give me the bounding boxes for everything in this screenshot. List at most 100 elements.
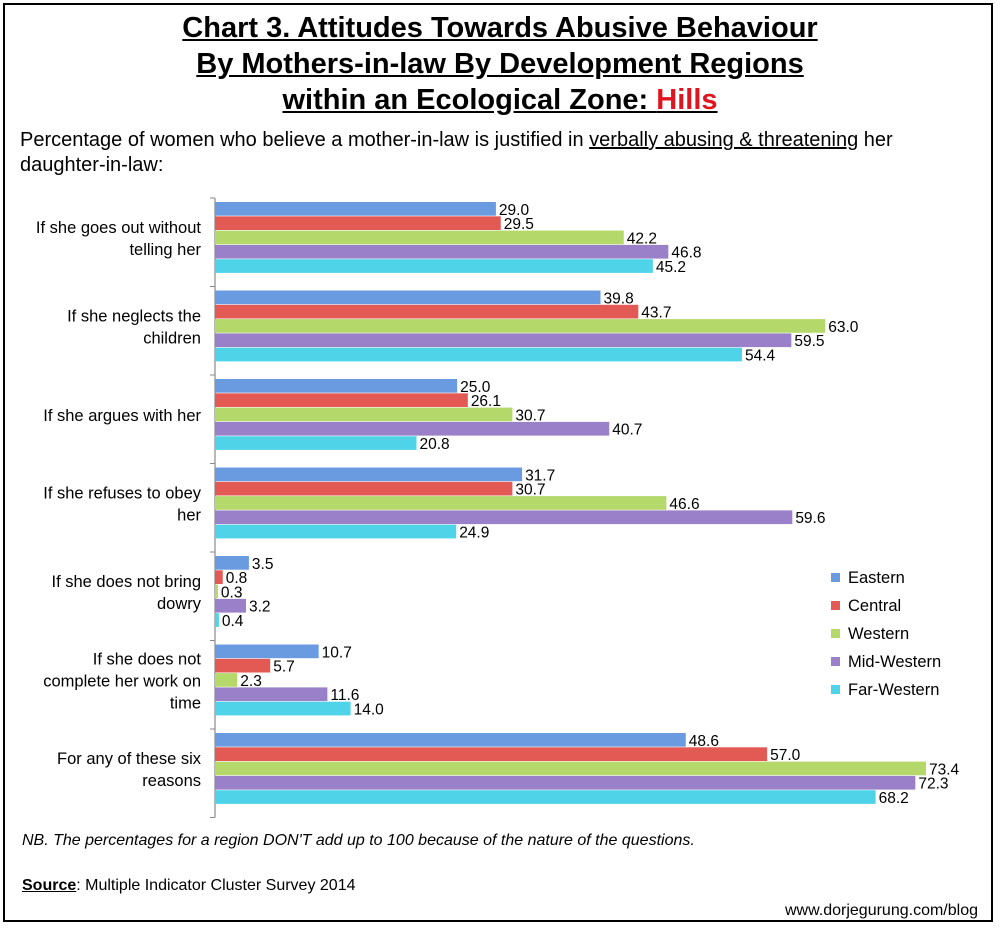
data-label: 45.2 xyxy=(656,259,686,276)
bar xyxy=(215,556,249,570)
data-label: 54.4 xyxy=(745,348,776,365)
category-label-line: If she refuses to obey xyxy=(43,484,202,502)
data-label: 3.2 xyxy=(249,599,271,616)
title-line-3: within an Ecological Zone: Hills xyxy=(0,82,1000,118)
legend-label: Central xyxy=(848,597,901,615)
category-label-line: reasons xyxy=(142,772,201,790)
bar xyxy=(215,570,223,584)
data-label: 10.7 xyxy=(322,644,352,661)
data-label: 59.6 xyxy=(795,510,825,527)
data-label: 43.7 xyxy=(641,305,671,322)
bar xyxy=(215,613,219,627)
data-label: 30.7 xyxy=(515,407,545,424)
bar xyxy=(215,393,468,407)
bar xyxy=(215,333,792,348)
category-label-line: For any of these six xyxy=(57,750,202,768)
bar xyxy=(215,775,916,790)
title-line-2: By Mothers-in-law By Development Regions xyxy=(196,48,804,80)
data-label: 59.5 xyxy=(794,333,824,350)
data-label: 46.8 xyxy=(671,245,701,262)
bar xyxy=(215,658,271,673)
data-label: 46.6 xyxy=(669,496,699,513)
bar xyxy=(215,584,218,599)
data-label: 20.8 xyxy=(419,436,449,453)
source-label: Source xyxy=(22,877,77,894)
data-label: 3.5 xyxy=(252,556,274,573)
bar xyxy=(215,790,876,804)
bar xyxy=(215,673,238,687)
data-label: 31.7 xyxy=(525,467,555,484)
footnote: NB. The percentages for a region DON'T a… xyxy=(22,832,695,849)
source-line: Source: Multiple Indicator Cluster Surve… xyxy=(22,877,356,895)
category-label: If she refuses to obey her xyxy=(43,484,202,524)
category-label-line: telling her xyxy=(129,241,201,259)
data-label: 0.3 xyxy=(221,584,243,601)
data-label: 29.0 xyxy=(499,202,530,219)
data-label: 14.0 xyxy=(354,702,385,719)
category-label-line: If she goes out without xyxy=(36,219,202,237)
bar xyxy=(215,290,601,305)
bar xyxy=(215,319,826,333)
data-label: 11.6 xyxy=(330,687,359,704)
bar xyxy=(215,407,513,422)
data-label: 2.3 xyxy=(240,673,262,690)
category-label: If she neglects the children xyxy=(67,307,201,347)
data-label: 30.7 xyxy=(515,482,545,499)
chart-frame xyxy=(3,3,993,922)
bar xyxy=(215,379,458,393)
title-line-1: Chart 3. Attitudes Towards Abusive Behav… xyxy=(182,12,818,44)
data-label: 5.7 xyxy=(273,659,295,676)
bar xyxy=(215,598,246,613)
bar xyxy=(215,347,742,362)
data-label: 42.2 xyxy=(627,230,657,247)
title-line-3-prefix: within an Ecological Zone: xyxy=(282,84,657,116)
bar xyxy=(215,244,669,259)
bar xyxy=(215,230,624,245)
bar xyxy=(215,524,457,539)
bar xyxy=(215,304,639,319)
bar xyxy=(215,644,319,659)
chart-subtitle: Percentage of women who believe a mother… xyxy=(20,128,970,178)
bar xyxy=(215,202,496,216)
category-label-line: time xyxy=(170,694,201,712)
bar xyxy=(215,510,793,525)
category-label-line: her xyxy=(177,506,201,524)
legend-label: Mid-Western xyxy=(848,653,941,671)
legend-swatch xyxy=(831,657,840,666)
data-label: 73.4 xyxy=(929,761,960,778)
legend-label: Eastern xyxy=(848,569,905,587)
data-label: 25.0 xyxy=(460,379,491,396)
legend-swatch xyxy=(831,629,840,638)
category-label-line: If she neglects the xyxy=(67,307,201,325)
bar xyxy=(215,481,513,496)
data-label: 63.0 xyxy=(828,319,859,336)
source-text: : Multiple Indicator Cluster Survey 2014 xyxy=(76,877,356,894)
category-label: If she does not bring dowry xyxy=(51,573,201,613)
data-label: 26.1 xyxy=(471,393,501,410)
bar xyxy=(215,733,686,747)
category-label: If she goes out without telling her xyxy=(36,219,202,259)
bar xyxy=(215,747,768,761)
data-label: 0.4 xyxy=(222,613,244,630)
category-label-line: If she does not xyxy=(93,650,202,668)
data-label: 39.8 xyxy=(604,290,634,307)
legend-swatch xyxy=(831,573,840,582)
legend-label: Western xyxy=(848,625,909,643)
data-label: 40.7 xyxy=(612,422,642,439)
title-highlight: Hills xyxy=(656,84,718,116)
category-label-line: If she does not bring xyxy=(51,573,201,591)
data-label: 68.2 xyxy=(879,790,909,807)
data-label: 0.8 xyxy=(226,570,248,587)
subtitle-part-2: her daughter-in-law: xyxy=(20,129,893,176)
bar xyxy=(215,761,926,776)
bar xyxy=(215,259,653,273)
bar xyxy=(215,467,523,482)
bar xyxy=(215,436,417,450)
category-label-line: If she argues with her xyxy=(43,407,201,425)
data-label: 48.6 xyxy=(689,733,719,750)
legend-swatch xyxy=(831,601,840,610)
legend-label: Far-Western xyxy=(848,681,939,699)
subtitle-part-1: Percentage of women who believe a mother… xyxy=(20,129,590,151)
category-label-line: dowry xyxy=(157,595,202,613)
